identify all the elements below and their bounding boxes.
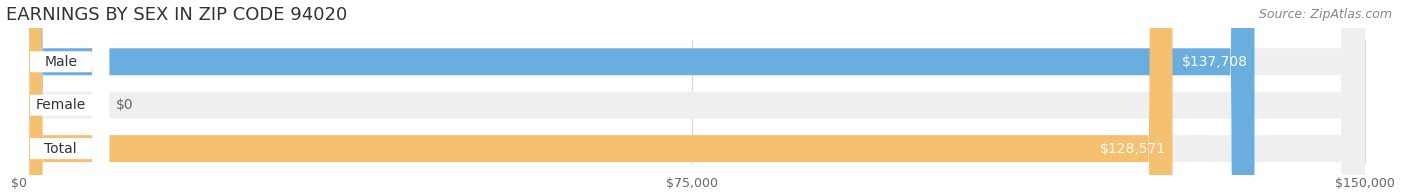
- FancyBboxPatch shape: [13, 0, 110, 196]
- Text: $137,708: $137,708: [1182, 55, 1247, 69]
- Text: Male: Male: [44, 55, 77, 69]
- FancyBboxPatch shape: [20, 0, 1365, 196]
- Text: Total: Total: [45, 142, 77, 156]
- FancyBboxPatch shape: [20, 0, 1173, 196]
- Text: EARNINGS BY SEX IN ZIP CODE 94020: EARNINGS BY SEX IN ZIP CODE 94020: [6, 5, 347, 24]
- Text: $128,571: $128,571: [1099, 142, 1166, 156]
- Text: $0: $0: [115, 98, 134, 112]
- Text: Source: ZipAtlas.com: Source: ZipAtlas.com: [1258, 8, 1392, 21]
- FancyBboxPatch shape: [13, 0, 110, 196]
- Text: Female: Female: [35, 98, 86, 112]
- FancyBboxPatch shape: [13, 0, 110, 196]
- FancyBboxPatch shape: [20, 0, 1365, 196]
- FancyBboxPatch shape: [20, 0, 1365, 196]
- FancyBboxPatch shape: [20, 0, 1254, 196]
